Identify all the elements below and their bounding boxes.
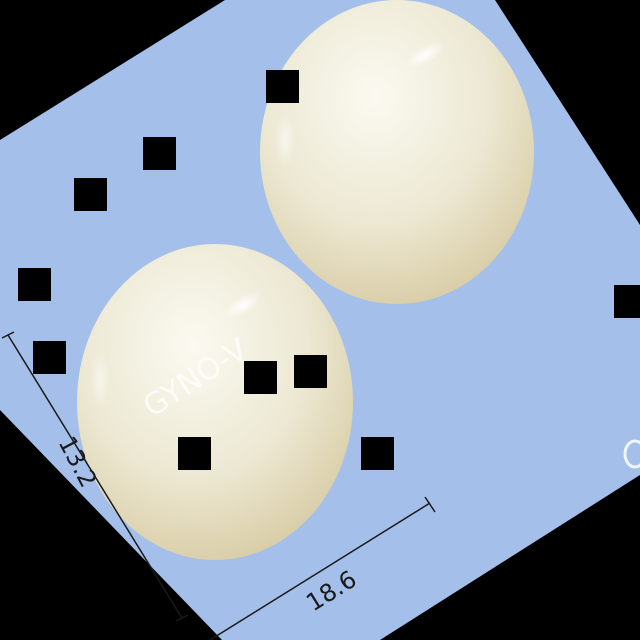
capsule-bottom-left: GYNO-V [77, 244, 353, 560]
redaction-box [294, 355, 327, 388]
redaction-boxes [18, 70, 640, 470]
redaction-box [361, 437, 394, 470]
logo-fragment [623, 439, 640, 469]
redaction-box [266, 70, 299, 103]
redaction-box [178, 437, 211, 470]
redaction-box [244, 361, 277, 394]
redaction-box [143, 137, 176, 170]
redaction-box [74, 178, 107, 211]
redaction-box [33, 341, 66, 374]
redaction-box [614, 285, 640, 318]
capsule-top-right [260, 0, 534, 304]
redaction-box [18, 268, 51, 301]
